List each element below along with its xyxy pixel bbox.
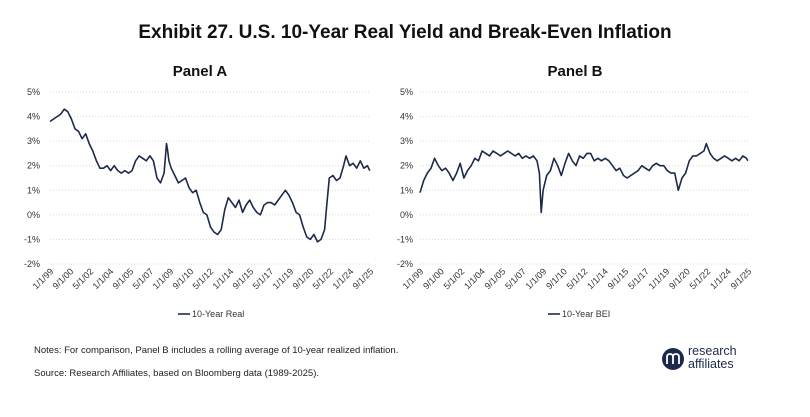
y-tick-label-a-7: -2% (24, 259, 40, 269)
x-tick-label-a-10: 9/1/15 (231, 266, 256, 291)
x-tick-label-b-9: 1/1/14 (585, 266, 610, 291)
y-tick-label-b-0: 5% (400, 87, 413, 97)
x-tick-label-a-15: 1/1/24 (331, 266, 356, 291)
y-tick-label-b-5: 0% (400, 210, 413, 220)
x-tick-label-b-10: 9/1/15 (606, 266, 631, 291)
x-tick-label-b-1: 9/1/00 (421, 266, 446, 291)
x-tick-label-b-3: 1/1/04 (462, 266, 487, 291)
legend-label-a: 10-Year Real (192, 309, 244, 319)
x-tick-label-a-14: 5/1/22 (311, 266, 336, 291)
x-tick-label-a-9: 1/1/14 (211, 266, 236, 291)
legend-label-b: 10-Year BEI (562, 309, 610, 319)
y-tick-label-a-0: 5% (27, 87, 40, 97)
logo-line-1: research (688, 344, 737, 358)
x-tick-label-a-5: 5/1/07 (131, 266, 156, 291)
source-text: Source: Research Affiliates, based on Bl… (34, 368, 319, 379)
x-tick-label-b-2: 5/1/02 (442, 266, 467, 291)
y-tick-label-b-6: -1% (397, 234, 413, 244)
panel-a-title: Panel A (172, 63, 228, 80)
x-tick-label-b-12: 1/1/19 (647, 266, 672, 291)
y-tick-label-a-3: 2% (27, 161, 40, 171)
x-tick-label-b-16: 9/1/25 (729, 266, 754, 291)
x-tick-label-a-12: 1/1/19 (271, 266, 296, 291)
x-tick-label-b-8: 5/1/12 (565, 266, 590, 291)
x-tick-label-b-13: 9/1/20 (667, 266, 692, 291)
x-tick-label-a-3: 1/1/04 (91, 266, 116, 291)
x-tick-label-a-11: 5/1/17 (251, 266, 276, 291)
x-tick-label-a-16: 9/1/25 (351, 266, 376, 291)
y-tick-label-a-5: 0% (27, 210, 40, 220)
research-affiliates-logo: research affiliates (662, 345, 782, 385)
y-tick-label-a-2: 3% (27, 136, 40, 146)
series-line-a-0 (49, 108, 371, 243)
notes-text: Notes: For comparison, Panel B includes … (34, 345, 399, 356)
y-tick-label-b-1: 4% (400, 112, 413, 122)
x-tick-label-a-0: 1/1/99 (31, 266, 56, 291)
x-tick-label-a-8: 5/1/12 (191, 266, 216, 291)
y-tick-label-b-3: 2% (400, 161, 413, 171)
x-tick-label-a-6: 1/1/09 (151, 266, 176, 291)
x-tick-label-a-4: 9/1/05 (111, 266, 136, 291)
x-tick-label-b-14: 5/1/22 (688, 266, 713, 291)
x-tick-label-a-1: 9/1/00 (51, 266, 76, 291)
y-tick-label-a-1: 4% (27, 112, 40, 122)
series-line-b-0 (419, 142, 749, 214)
y-tick-label-a-4: 1% (27, 185, 40, 195)
x-tick-label-a-2: 5/1/02 (71, 266, 96, 291)
research-affiliates-logo-icon (662, 348, 684, 370)
x-tick-label-a-13: 9/1/20 (291, 266, 316, 291)
x-tick-label-b-11: 5/1/17 (626, 266, 651, 291)
x-tick-label-b-4: 9/1/05 (483, 266, 508, 291)
logo-line-2: affiliates (688, 357, 734, 371)
y-tick-label-b-2: 3% (400, 136, 413, 146)
panel-b-title: Panel B (547, 63, 603, 80)
x-tick-label-b-7: 9/1/10 (544, 266, 569, 291)
exhibit-title: Exhibit 27. U.S. 10-Year Real Yield and … (138, 22, 672, 43)
x-tick-label-b-6: 1/1/09 (524, 266, 549, 291)
y-tick-label-b-4: 1% (400, 185, 413, 195)
x-tick-label-b-15: 1/1/24 (708, 266, 733, 291)
y-tick-label-b-7: -2% (397, 259, 413, 269)
x-tick-label-b-5: 5/1/07 (503, 266, 528, 291)
x-tick-label-b-0: 1/1/99 (401, 266, 426, 291)
x-tick-label-a-7: 9/1/10 (171, 266, 196, 291)
y-tick-label-a-6: -1% (24, 234, 40, 244)
